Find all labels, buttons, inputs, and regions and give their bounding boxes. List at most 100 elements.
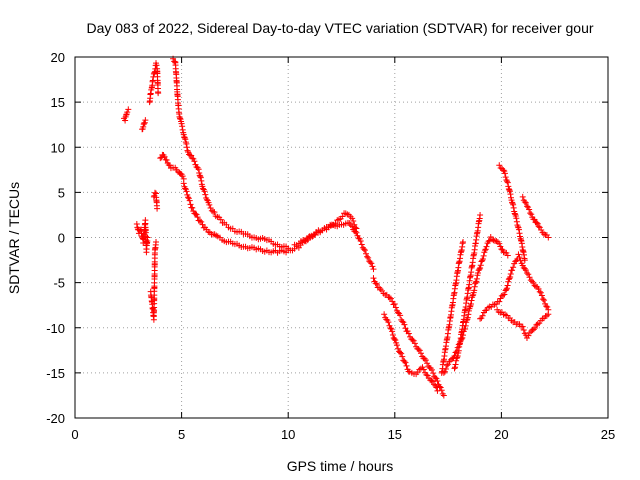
data-point [519,323,526,330]
data-point [424,360,431,367]
data-point [184,149,191,156]
data-point [505,183,512,190]
data-point [454,353,461,360]
series-arc10 [291,210,360,248]
data-point [433,384,440,391]
data-point [477,315,484,322]
data-point [171,58,178,65]
data-point [188,152,195,159]
data-point [497,243,504,250]
data-point [339,213,346,220]
data-point [507,270,514,277]
data-point [439,390,446,397]
data-point [458,336,465,343]
series-arc8 [170,55,292,252]
data-point [516,230,523,237]
data-point [483,243,490,250]
data-point [409,336,416,343]
data-point [202,191,209,198]
data-point [182,136,189,143]
data-point [385,319,392,326]
data-point [460,239,467,246]
data-point [482,247,489,254]
data-point [510,264,517,271]
data-point [454,354,461,361]
data-point [369,263,376,270]
data-point [181,134,188,141]
data-point [182,185,189,192]
data-point [430,370,437,377]
data-point [391,336,398,343]
data-point [506,275,513,282]
data-point [420,366,427,373]
data-point [530,279,537,286]
data-point [179,123,186,130]
data-point [536,224,543,231]
data-point [525,271,532,278]
series-arc16 [496,162,528,264]
data-point [353,225,360,232]
data-point [520,327,527,334]
data-point [370,275,377,282]
data-point [189,204,196,211]
data-point [428,377,435,384]
series-arc15 [451,211,484,372]
x-tick-label: 15 [388,427,402,442]
data-point [543,303,550,310]
data-point [500,167,507,174]
series-arc11 [370,275,447,399]
data-point [197,174,204,181]
data-point [208,207,215,214]
data-points [121,55,552,399]
data-point [523,269,530,276]
data-point [544,304,551,311]
data-point [452,364,459,371]
data-point [471,283,478,290]
data-point [367,259,374,266]
data-point [391,301,398,308]
data-point [198,218,205,225]
data-point [541,297,548,304]
data-point [389,328,396,335]
y-tick-label: 10 [51,140,65,155]
series-arc2 [133,217,151,256]
data-point [124,109,131,116]
data-point [364,253,371,260]
data-point [389,332,396,339]
data-point [522,199,529,206]
data-point [373,281,380,288]
y-tick-label: -10 [46,321,65,336]
data-point [479,256,486,263]
data-point [476,266,483,273]
data-point [432,374,439,381]
data-point [133,220,140,227]
data-point [472,279,479,286]
data-point [498,246,505,253]
y-axis-title: SDTVAR / TECUs [6,182,22,294]
data-point [517,257,524,264]
data-point [352,224,359,231]
data-point [515,226,522,233]
data-point [538,292,545,299]
data-point [123,111,130,118]
data-point [510,201,517,208]
data-point [358,241,365,248]
data-point [490,237,497,244]
data-point [363,250,370,257]
data-point [531,216,538,223]
data-point [183,188,190,195]
data-point [496,298,503,305]
data-point [399,318,406,325]
data-point [464,314,471,321]
data-point [180,180,187,187]
data-point [157,155,164,162]
data-point [372,280,379,287]
data-point [153,62,160,69]
data-point [434,377,441,384]
data-point [436,383,443,390]
data-point [477,264,484,271]
data-point [480,252,487,259]
data-point [444,362,451,369]
data-point [142,117,149,124]
data-point [501,170,508,177]
